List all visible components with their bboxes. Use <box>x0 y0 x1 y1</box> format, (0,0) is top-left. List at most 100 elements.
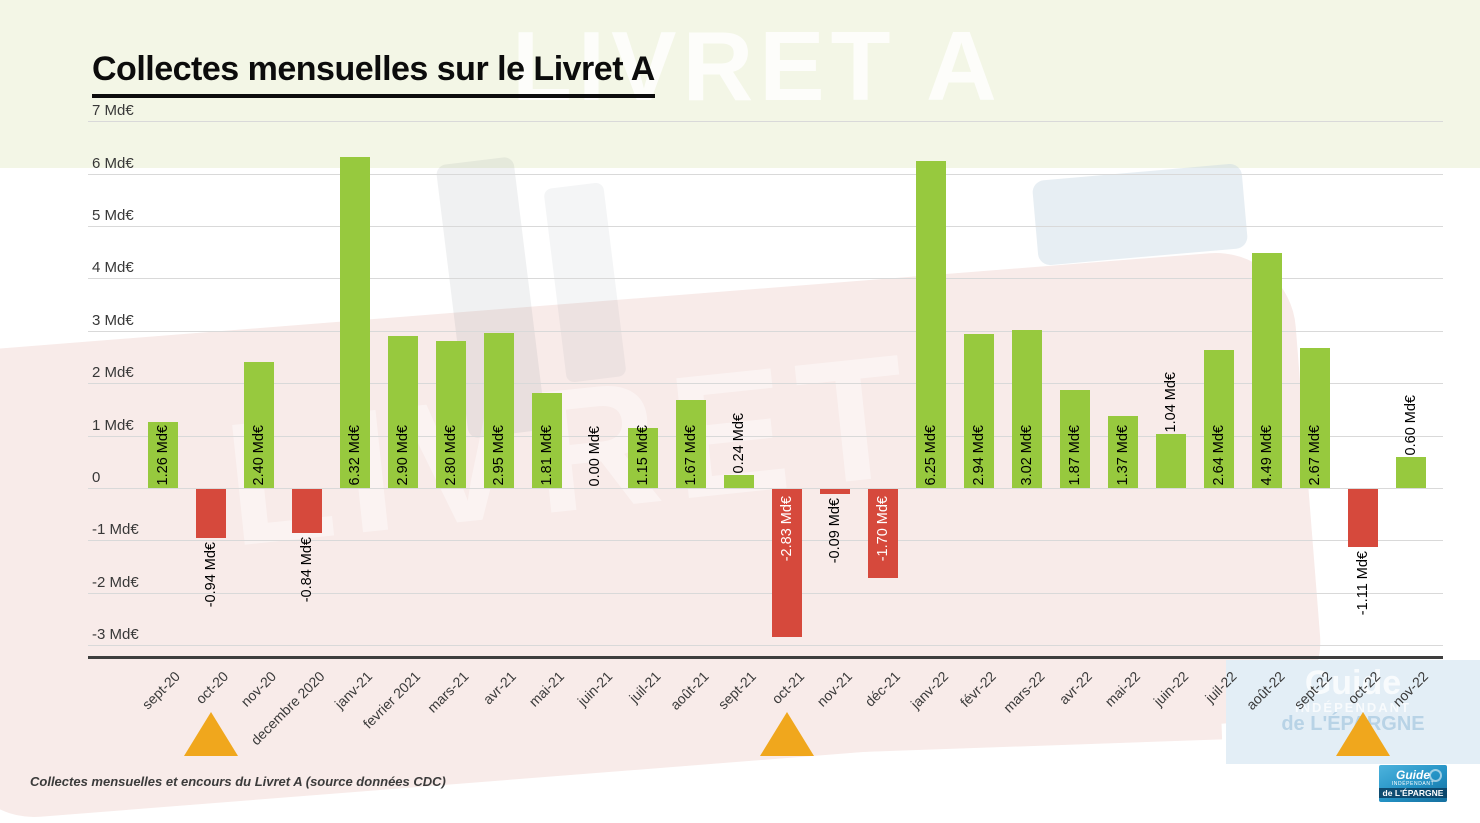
bar-value-label: 1.15 Md€ <box>634 425 651 486</box>
bar-oct-22 <box>1348 489 1378 548</box>
y-axis-tick-label: -2 Md€ <box>92 573 139 591</box>
bar-value-label: -1.70 Md€ <box>874 496 891 562</box>
bar-déc-21 <box>868 489 898 579</box>
x-axis-tick-label: avr-22 <box>1055 668 1096 708</box>
gridline <box>88 226 1443 227</box>
x-axis-tick-label: août-22 <box>1242 668 1288 713</box>
bar-value-label: 2.64 Md€ <box>1210 425 1227 486</box>
y-axis-tick-label: 1 Md€ <box>92 416 134 434</box>
bar-avr-21 <box>484 333 514 488</box>
y-axis-tick-label: 6 Md€ <box>92 154 134 172</box>
livret-a-watermark-text: LIVRET A <box>512 11 1003 121</box>
page-title: Collectes mensuelles sur le Livret A <box>92 50 655 98</box>
bar-value-label: 1.37 Md€ <box>1114 425 1131 486</box>
y-axis-tick-label: 2 Md€ <box>92 364 134 382</box>
x-axis-line <box>88 656 1443 659</box>
bar-mars-22 <box>1012 329 1042 488</box>
october-marker-triangle-oct-20 <box>184 712 238 756</box>
x-axis-tick-label: oct-21 <box>768 668 808 707</box>
bar-juil-21 <box>628 427 658 488</box>
bar-value-label: 0.24 Md€ <box>730 413 747 474</box>
x-axis-tick-label: sept-20 <box>138 668 184 713</box>
x-axis-tick-label: oct-20 <box>192 668 232 707</box>
bar-sept-22 <box>1300 348 1330 488</box>
x-axis-tick-label: mai-22 <box>1101 668 1144 710</box>
logo-line-epargne: de L'ÉPARGNE <box>1379 788 1447 798</box>
bar-value-label: 6.32 Md€ <box>346 425 363 486</box>
bar-decembre-2020 <box>292 489 322 534</box>
bar-févr-22 <box>964 333 994 488</box>
gridline <box>88 330 1443 332</box>
bar-value-label: 1.04 Md€ <box>1162 371 1179 432</box>
bar-fevrier-2021 <box>388 336 418 488</box>
bar-nov-22 <box>1396 456 1426 488</box>
october-marker-triangle-oct-22 <box>1336 712 1390 756</box>
bar-juin-22 <box>1156 433 1186 488</box>
gridline <box>88 121 1443 123</box>
x-axis-tick-label: juin-22 <box>1150 668 1192 710</box>
background-top-band <box>0 0 1480 168</box>
x-axis-tick-label: avr-21 <box>479 668 520 708</box>
source-caption: Collectes mensuelles et encours du Livre… <box>30 774 446 789</box>
bar-oct-20 <box>196 489 226 539</box>
x-axis-tick-label: mai-21 <box>525 668 568 710</box>
x-axis-tick-label: oct-22 <box>1344 668 1384 707</box>
x-axis-tick-label: janv-22 <box>907 668 952 712</box>
bar-value-label: 2.94 Md€ <box>970 425 987 486</box>
x-axis-tick-label: déc-21 <box>861 668 904 710</box>
bar-value-label: 2.40 Md€ <box>250 425 267 486</box>
bar-value-label: 0.60 Md€ <box>1402 394 1419 456</box>
bar-value-label: -0.09 Md€ <box>826 497 843 563</box>
gridline <box>88 645 1443 647</box>
corner-watermark-guide: Guide <box>1304 664 1402 702</box>
bar-value-label: -0.84 Md€ <box>298 537 315 603</box>
gridline <box>88 488 1443 489</box>
x-axis-tick-label: sept-21 <box>714 668 760 713</box>
bar-value-label: -0.94 Md€ <box>202 542 219 608</box>
x-axis-tick-label: nov-21 <box>813 668 856 710</box>
bar-value-label: 1.67 Md€ <box>682 425 699 486</box>
bar-value-label: 2.95 Md€ <box>490 425 507 486</box>
y-axis-tick-label: -3 Md€ <box>92 626 139 644</box>
x-axis-tick-label: juil-22 <box>1201 668 1240 706</box>
bar-value-label: 2.90 Md€ <box>394 425 411 486</box>
gridline <box>88 540 1443 542</box>
x-axis-tick-label: nov-20 <box>237 668 280 710</box>
bar-juil-22 <box>1204 349 1234 488</box>
bar-août-21 <box>676 400 706 488</box>
bar-value-label: 0.00 Md€ <box>586 426 603 487</box>
x-axis-tick-label: août-21 <box>666 668 712 713</box>
bar-value-label: 1.81 Md€ <box>538 425 555 486</box>
bar-value-label: 4.49 Md€ <box>1258 425 1275 486</box>
x-axis-tick-label: févr-22 <box>956 668 999 711</box>
x-axis-tick-label: mars-21 <box>424 668 472 716</box>
bar-avr-22 <box>1060 390 1090 488</box>
bar-value-label: -1.11 Md€ <box>1354 551 1371 616</box>
gridline <box>88 592 1443 594</box>
x-axis-tick-label: juil-21 <box>625 668 664 706</box>
gridline <box>88 278 1443 280</box>
gridline <box>88 173 1443 175</box>
bar-nov-20 <box>244 362 274 488</box>
guide-epargne-logo: Guide INDÉPENDANT de L'ÉPARGNE <box>1379 765 1447 802</box>
x-axis-tick-label: janv-21 <box>331 668 376 712</box>
bar-mai-22 <box>1108 416 1138 488</box>
bar-nov-21 <box>820 489 850 494</box>
bar-value-label: 6.25 Md€ <box>922 425 939 486</box>
corner-watermark-independant: INDÉPENDANT <box>1295 699 1411 715</box>
y-axis-tick-label: 5 Md€ <box>92 207 134 224</box>
logo-line-guide: Guide <box>1395 768 1430 782</box>
bar-value-label: 2.80 Md€ <box>442 425 459 486</box>
logo-line-independant: INDÉPENDANT <box>1391 781 1435 787</box>
bar-mai-21 <box>532 393 562 488</box>
y-axis-tick-label: -1 Md€ <box>92 521 139 539</box>
bar-janv-21 <box>340 156 370 488</box>
x-axis-tick-label: nov-22 <box>1389 668 1432 710</box>
bar-value-label: 2.67 Md€ <box>1306 425 1323 486</box>
bar-value-label: 1.26 Md€ <box>154 425 171 486</box>
bar-sept-21 <box>724 475 754 488</box>
october-marker-triangle-oct-21 <box>760 712 814 756</box>
bar-janv-22 <box>916 160 946 488</box>
y-axis-tick-label: 0 <box>92 469 101 486</box>
bar-mars-21 <box>436 341 466 488</box>
